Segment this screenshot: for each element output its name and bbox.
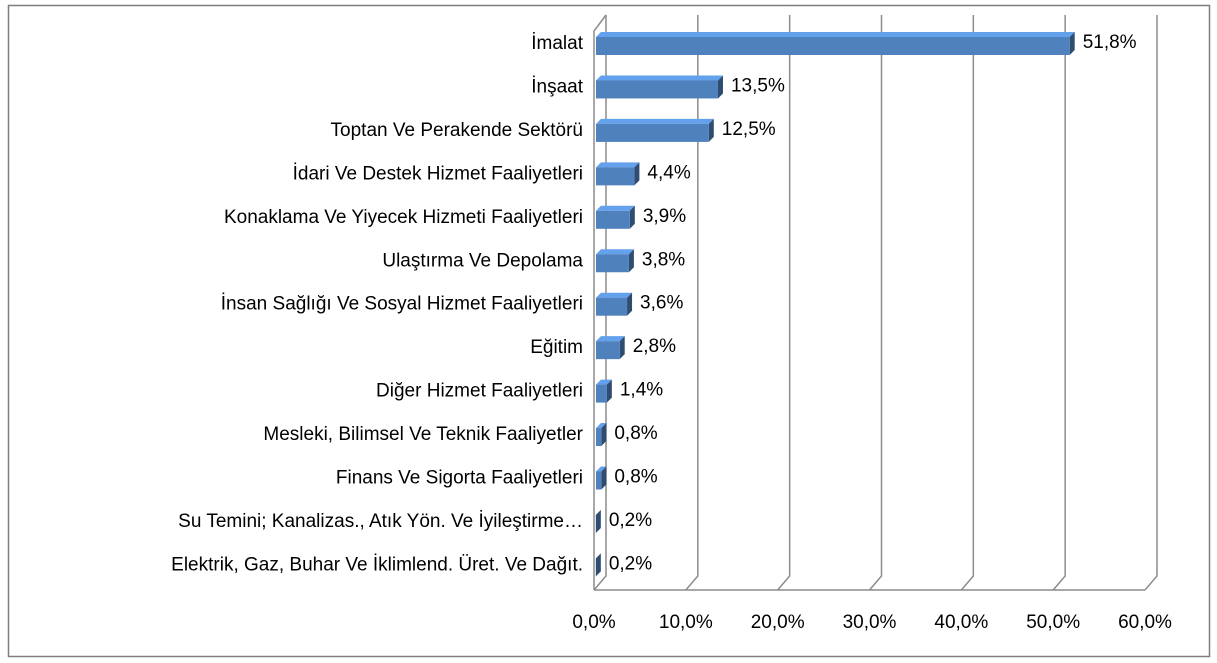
bar-face bbox=[595, 553, 601, 577]
value-label: 0,2% bbox=[609, 510, 652, 531]
bar bbox=[596, 75, 723, 99]
value-label: 4,4% bbox=[647, 162, 690, 183]
value-label: 0,8% bbox=[614, 467, 657, 488]
grid-line bbox=[777, 15, 791, 591]
bar-face bbox=[1069, 32, 1075, 55]
bar-face bbox=[596, 37, 1070, 55]
bar-face bbox=[596, 423, 607, 429]
bar-face bbox=[596, 336, 625, 342]
y-tick-label: Eğitim bbox=[530, 337, 583, 358]
bar bbox=[595, 553, 601, 577]
bar-face bbox=[634, 162, 640, 186]
grid-line bbox=[960, 15, 975, 591]
y-tick-label: İdari Ve Destek Hizmet Faaliyetleri bbox=[293, 163, 583, 184]
bar bbox=[596, 292, 633, 316]
bar-face bbox=[596, 297, 628, 316]
bar bbox=[596, 32, 1075, 55]
bar-face bbox=[596, 118, 714, 124]
bar bbox=[596, 249, 634, 273]
grid-line bbox=[593, 15, 607, 591]
value-label: 12,5% bbox=[722, 119, 776, 140]
bar bbox=[596, 162, 640, 186]
bar-face bbox=[596, 379, 612, 385]
bar-face bbox=[596, 471, 602, 490]
bar bbox=[596, 118, 714, 142]
bar-face bbox=[606, 379, 612, 403]
grid-line bbox=[685, 15, 699, 591]
value-label: 13,5% bbox=[731, 75, 785, 96]
grid-line bbox=[868, 15, 883, 591]
value-label: 51,8% bbox=[1083, 32, 1137, 53]
value-label: 3,6% bbox=[640, 293, 683, 314]
y-tick-label: Finans Ve Sigorta Faaliyetleri bbox=[336, 468, 583, 489]
chart-border bbox=[7, 4, 1211, 658]
bar-face bbox=[596, 254, 629, 273]
bar-face bbox=[619, 336, 625, 360]
y-tick-label: İnsan Sağlığı Ve Sosyal Hizmet Faaliyetl… bbox=[221, 294, 583, 315]
value-label: 0,8% bbox=[614, 423, 657, 444]
y-tick-label: Su Temini; Kanalizas., Atık Yön. Ve İyil… bbox=[178, 511, 583, 532]
y-tick-label: Diğer Hizmet Faaliyetleri bbox=[376, 381, 583, 402]
x-tick-label: 50,0% bbox=[1026, 612, 1080, 633]
y-tick-label: İnşaat bbox=[531, 76, 583, 97]
bar bbox=[596, 336, 625, 360]
x-tick-label: 30,0% bbox=[843, 612, 897, 633]
value-label: 3,8% bbox=[642, 249, 685, 270]
bar-face bbox=[596, 205, 635, 211]
bar-face bbox=[596, 162, 640, 168]
bar bbox=[596, 379, 612, 403]
value-label: 3,9% bbox=[643, 206, 686, 227]
bar-face bbox=[596, 80, 718, 99]
bar-face bbox=[628, 249, 634, 273]
bar bbox=[596, 466, 607, 490]
bar-face bbox=[596, 167, 635, 186]
bar-face bbox=[596, 292, 633, 298]
bar-face bbox=[596, 249, 634, 255]
y-tick-label: Ulaştırma Ve Depolama bbox=[382, 250, 583, 271]
bar-face bbox=[601, 423, 607, 447]
bar-face bbox=[596, 75, 723, 81]
bar-face bbox=[595, 509, 601, 533]
bar-face bbox=[601, 466, 607, 490]
x-tick-label: 20,0% bbox=[751, 612, 805, 633]
bar-face bbox=[717, 75, 723, 99]
value-label: 2,8% bbox=[633, 336, 676, 357]
bar-face bbox=[708, 118, 714, 142]
x-tick-label: 40,0% bbox=[934, 612, 988, 633]
bar-face bbox=[596, 32, 1075, 37]
x-tick-label: 60,0% bbox=[1118, 612, 1172, 633]
bar-face bbox=[596, 210, 630, 229]
axis-wall bbox=[593, 14, 607, 590]
y-tick-label: Elektrik, Gaz, Buhar Ve İklimlend. Üret.… bbox=[171, 554, 583, 575]
x-tick-label: 0,0% bbox=[572, 612, 615, 633]
value-label: 0,2% bbox=[609, 553, 652, 574]
y-tick-label: Toptan Ve Perakende Sektörü bbox=[331, 120, 583, 141]
grid-line bbox=[1052, 15, 1066, 591]
bar bbox=[595, 509, 601, 533]
bar-face bbox=[596, 428, 602, 447]
y-tick-label: İmalat bbox=[531, 33, 583, 54]
grid-line bbox=[1144, 15, 1158, 591]
bar-face bbox=[596, 384, 607, 403]
bar bbox=[596, 423, 607, 447]
value-label: 1,4% bbox=[620, 380, 663, 401]
bar-face bbox=[596, 341, 620, 360]
y-tick-label: Mesleki, Bilimsel Ve Teknik Faaliyetler bbox=[263, 424, 583, 445]
bar-face bbox=[629, 205, 635, 229]
bar-face bbox=[596, 123, 709, 142]
bar bbox=[596, 205, 635, 229]
y-tick-label: Konaklama Ve Yiyecek Hizmeti Faaliyetler… bbox=[224, 207, 583, 228]
x-tick-label: 10,0% bbox=[659, 612, 713, 633]
bar-face bbox=[627, 292, 633, 316]
bar-face bbox=[596, 466, 607, 472]
